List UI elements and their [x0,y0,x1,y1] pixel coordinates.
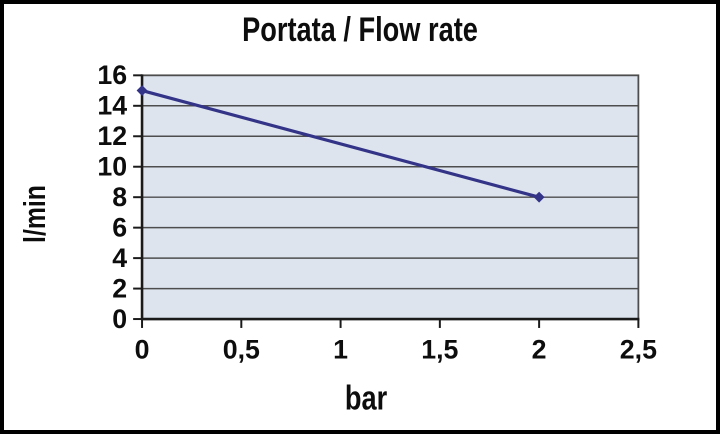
y-tick-label: 6 [112,213,127,243]
y-tick-label: 0 [112,304,127,334]
chart-title: Portata / Flow rate [242,11,478,49]
y-tick-label: 8 [112,182,127,212]
data-point-marker [533,191,545,203]
y-tick-label: 12 [97,121,127,151]
x-axis-label: bar [344,379,388,418]
x-tick-label: 1 [333,335,348,365]
series-line [140,88,541,199]
y-tick-label: 4 [112,243,127,273]
x-tick-label: 0 [135,335,150,365]
y-tick-label: 2 [112,273,127,303]
x-tick-label: 1,5 [421,335,458,365]
y-tick-label: 14 [97,91,127,121]
x-tick-label: 2,5 [620,335,657,365]
x-tick-label: 2 [532,335,547,365]
y-tick-label: 10 [97,152,127,182]
x-tick-label: 0,5 [223,335,260,365]
y-tick-label: 16 [97,60,127,90]
